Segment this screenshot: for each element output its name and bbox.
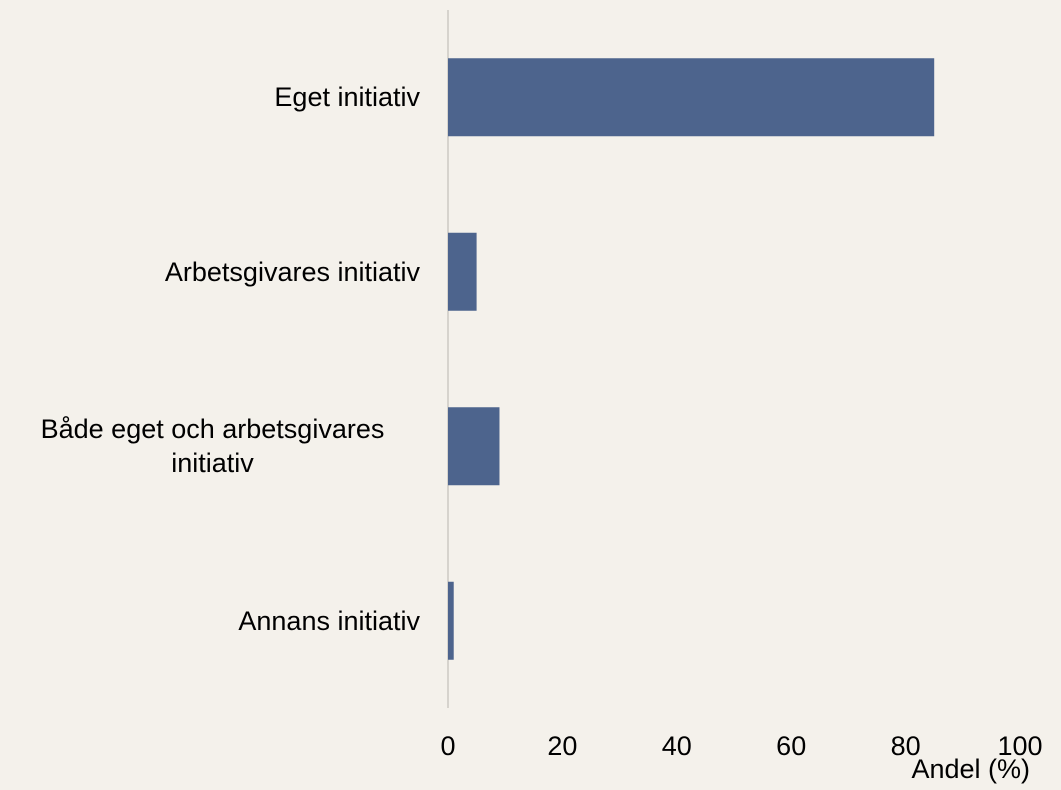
x-tick-label: 0 [440,731,455,761]
y-tick-label: Eget initiativ [274,82,420,113]
bar [448,58,935,137]
x-tick-label: 40 [662,731,692,761]
x-tick-label: 100 [997,731,1042,761]
x-axis-label: Andel (%) [911,754,1030,784]
y-tick-label: Arbetsgivares initiativ [164,256,420,287]
x-tick-label: 80 [891,731,921,761]
y-tick-label: Både eget och arbetsgivares initiativ [40,414,385,479]
y-tick-label: Annans initiativ [238,605,420,636]
x-tick-label: 20 [547,731,577,761]
bar [448,581,454,660]
bar [448,232,477,311]
bar [448,407,500,486]
x-tick-label: 60 [776,731,806,761]
